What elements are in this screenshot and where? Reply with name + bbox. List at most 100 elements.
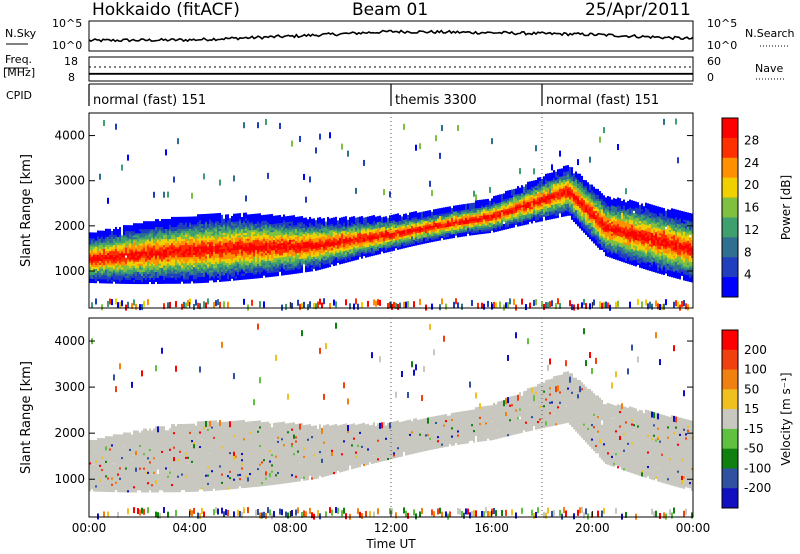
power-cell	[127, 154, 129, 161]
power-cell	[365, 235, 367, 242]
power-cell	[357, 221, 359, 228]
power-cell	[175, 273, 177, 280]
power-cell	[229, 250, 231, 257]
power-cell	[423, 235, 425, 242]
power-cell	[321, 244, 323, 251]
power-cell	[467, 203, 469, 210]
power-cell	[465, 203, 467, 210]
power-cell	[249, 273, 251, 280]
power-cell	[511, 211, 513, 218]
power-cell	[441, 207, 443, 214]
power-cell	[307, 261, 309, 268]
noise-frame	[88, 20, 694, 52]
cpid-segment-0: normal (fast) 151	[93, 93, 206, 108]
power-cell	[179, 216, 181, 223]
power-cell	[195, 299, 197, 306]
power-cell	[205, 224, 207, 231]
power-cell	[227, 301, 229, 308]
power-cell	[343, 228, 345, 235]
power-cell	[435, 225, 437, 232]
power-cell	[303, 221, 305, 228]
power-cell	[305, 233, 307, 240]
power-cell	[181, 273, 183, 280]
power-cell	[95, 232, 97, 239]
power-cell	[301, 216, 303, 223]
power-cell	[133, 299, 135, 306]
power-cell	[457, 125, 459, 132]
power-cell	[387, 217, 389, 224]
power-cell	[269, 214, 271, 221]
power-cell	[321, 257, 323, 264]
power-cell	[339, 217, 341, 224]
power-cell	[385, 216, 387, 223]
power-cell	[187, 277, 189, 284]
power-cell	[309, 301, 311, 308]
power-cell	[387, 302, 389, 309]
power-cell	[175, 259, 177, 266]
cpid-label: CPID	[6, 89, 32, 102]
power-cell	[115, 263, 117, 270]
power-cell	[173, 257, 175, 264]
power-cell	[505, 302, 507, 309]
power-cell	[113, 239, 115, 246]
power-cell	[435, 135, 437, 142]
power-cell	[315, 220, 317, 227]
power-cell	[309, 176, 311, 183]
power-cell	[121, 164, 123, 171]
power-cell	[225, 253, 227, 260]
power-cell	[417, 212, 419, 219]
power-cell	[103, 119, 105, 126]
power-cell	[283, 218, 285, 225]
power-cell	[341, 217, 343, 224]
power-cell	[413, 211, 415, 218]
power-cell	[227, 214, 229, 221]
power-cell	[217, 243, 219, 250]
power-cell	[199, 275, 201, 282]
power-cell	[549, 205, 551, 212]
power-cell	[239, 219, 241, 226]
power-cell	[535, 180, 537, 187]
power-cell	[139, 223, 141, 230]
power-cell	[293, 215, 295, 222]
power-cell	[261, 259, 263, 266]
power-cell	[233, 175, 235, 182]
power-cell	[309, 247, 311, 254]
power-cell	[177, 257, 179, 264]
power-cell	[525, 304, 527, 311]
power-cell	[199, 246, 201, 253]
power-cell	[495, 195, 497, 202]
power-cell	[295, 216, 297, 223]
cpid-panel: CPID normal (fast) 151 themis 3300 normal (…	[6, 83, 693, 108]
power-cell	[163, 247, 165, 254]
power-cell	[317, 301, 319, 308]
power-cell	[121, 235, 123, 242]
power-cell	[399, 225, 401, 232]
power-cell	[89, 236, 91, 243]
power-cell	[157, 253, 159, 260]
power-cell	[263, 214, 265, 221]
power-cell	[187, 299, 189, 306]
power-cell	[141, 274, 143, 281]
power-cell	[255, 240, 257, 247]
power-cell	[439, 304, 441, 311]
power-cell	[241, 255, 243, 262]
power-cell	[105, 228, 107, 235]
power-cell	[477, 212, 479, 219]
power-cell	[169, 218, 171, 225]
power-cell	[105, 249, 107, 256]
power-cell	[257, 221, 259, 228]
power-cell	[225, 214, 227, 221]
power-cell	[161, 219, 163, 226]
power-cell	[249, 214, 251, 221]
power-cell	[145, 221, 147, 228]
power-cell	[527, 206, 529, 213]
power-cell	[265, 118, 267, 125]
power-cell	[227, 273, 229, 280]
power-cell	[199, 303, 201, 310]
power-cell	[153, 221, 155, 228]
power-cell	[183, 301, 185, 308]
power-cell	[227, 234, 229, 241]
power-cell	[513, 195, 515, 202]
power-cell	[391, 237, 393, 244]
power-cell	[185, 302, 187, 309]
